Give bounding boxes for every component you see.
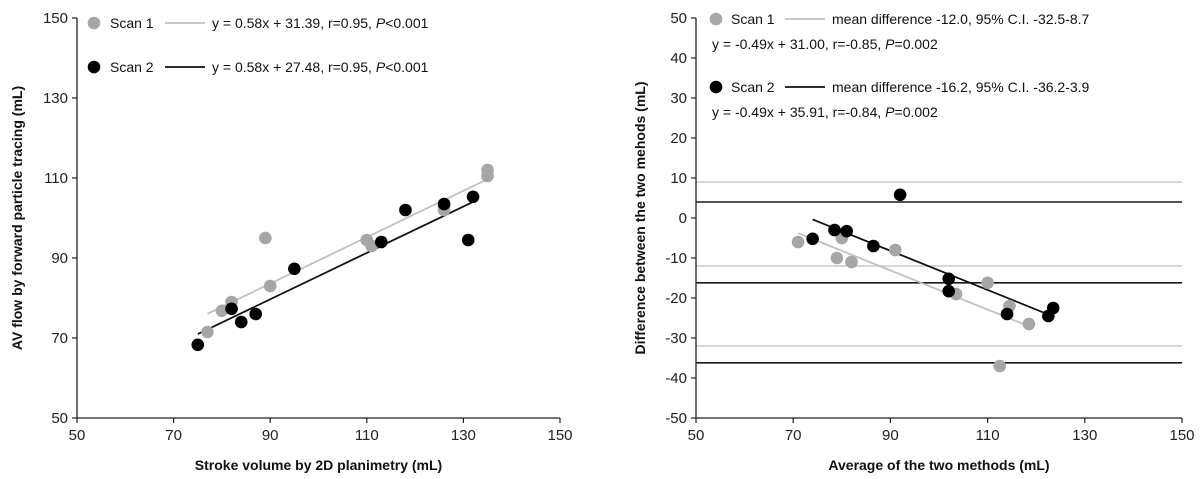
right-scan2-trend-line bbox=[812, 218, 1054, 318]
right-scan1-point bbox=[888, 243, 902, 257]
left-y-tick-label: 50 bbox=[51, 410, 68, 427]
right-y-tick-label: -20 bbox=[665, 290, 687, 307]
right-y-tick-label: 0 bbox=[679, 210, 687, 227]
left-scan2-point bbox=[249, 307, 263, 321]
left-legend-scan2-label: Scan 2 bbox=[110, 59, 154, 75]
right-scan2-point bbox=[942, 284, 956, 298]
left-y-tick-label: 70 bbox=[51, 330, 68, 347]
right-y-tick-label: -10 bbox=[665, 250, 687, 267]
right-y-tick-label: 50 bbox=[670, 10, 687, 27]
left-x-tick-label: 70 bbox=[165, 427, 182, 444]
right-legend-scan1-marker bbox=[709, 12, 723, 26]
right-x-tick-label: 70 bbox=[785, 427, 802, 444]
left-legend-scan1-marker bbox=[87, 16, 101, 30]
right-scan1-point bbox=[993, 359, 1007, 373]
right-y-tick-label: 20 bbox=[670, 130, 687, 147]
right-scan2-point bbox=[828, 223, 841, 237]
left-scan2-point bbox=[191, 338, 205, 352]
right-scan1-point bbox=[791, 235, 805, 249]
right-y-tick-label: -50 bbox=[665, 410, 687, 427]
left-scan2-point bbox=[234, 315, 248, 329]
chart-right-bland-altman: -50 -40 -30 -20 -10 0 10 20 30 40 50 50 70 90 110 130 15… bbox=[632, 10, 1195, 473]
right-y-tick-label: -30 bbox=[665, 330, 687, 347]
right-x-tick-label: 150 bbox=[1169, 427, 1194, 444]
left-scan2-point bbox=[225, 302, 238, 316]
right-x-tick-label: 90 bbox=[882, 427, 899, 444]
right-legend-scan2-summary: mean difference -16.2, 95% C.I. -36.2-3.… bbox=[832, 79, 1090, 95]
left-x-tick-label: 50 bbox=[69, 427, 86, 444]
left-scan2-point bbox=[466, 190, 480, 204]
right-x-tick-label: 130 bbox=[1072, 427, 1097, 444]
left-scan2-point bbox=[374, 235, 388, 249]
right-y-tick-label: 30 bbox=[670, 90, 687, 107]
right-y-tick-label: -40 bbox=[665, 370, 687, 387]
left-y-tick-label: 110 bbox=[44, 170, 68, 187]
left-scan1-point bbox=[481, 169, 494, 183]
left-y-tick-label: 130 bbox=[43, 90, 68, 107]
left-scan1-regression-equation: y = 0.58x + 31.39, r=0.95, P<0.001 bbox=[212, 15, 429, 31]
right-x-tick-label: 50 bbox=[688, 427, 705, 444]
left-scan2-regression-equation: y = 0.58x + 27.48, r=0.95, P<0.001 bbox=[212, 59, 429, 75]
right-scan2-point bbox=[806, 232, 819, 246]
right-scan2-point bbox=[867, 239, 880, 253]
right-x-tick-label: 110 bbox=[976, 427, 1000, 444]
right-scan2-point bbox=[893, 188, 907, 202]
right-scan2-point bbox=[840, 224, 853, 238]
left-legend-scan1-label: Scan 1 bbox=[110, 15, 154, 31]
left-scan1-point bbox=[365, 239, 378, 253]
left-y-axis-title: AV flow by forward particle tracing (mL) bbox=[9, 86, 25, 350]
left-scan1-point bbox=[201, 325, 214, 339]
left-scan1-point bbox=[259, 231, 272, 245]
left-scan2-point bbox=[437, 197, 451, 211]
chart-left-scatter: 50 70 90 110 130 150 50 70 90 110 130 150 Stroke vol… bbox=[9, 10, 573, 473]
left-x-tick-label: 130 bbox=[451, 427, 476, 444]
right-scan2-point bbox=[942, 272, 956, 286]
left-x-axis-title: Stroke volume by 2D planimetry (mL) bbox=[195, 457, 442, 473]
right-scan1-point bbox=[981, 276, 994, 290]
left-scan1-point bbox=[263, 279, 277, 293]
right-legend-scan2-label: Scan 2 bbox=[731, 79, 775, 95]
left-scan2-trend-line bbox=[197, 198, 479, 335]
left-y-tick-label: 90 bbox=[51, 250, 68, 267]
right-scan1-point bbox=[830, 251, 844, 265]
right-scan2-point bbox=[1000, 307, 1014, 321]
right-y-axis-title: Difference between the two mehods (mL) bbox=[632, 81, 648, 354]
right-legend-scan1-label: Scan 1 bbox=[731, 11, 775, 27]
right-legend-scan1-summary: mean difference -12.0, 95% C.I. -32.5-8.… bbox=[832, 11, 1090, 27]
left-scan1-point bbox=[215, 304, 229, 318]
right-y-tick-label: 10 bbox=[670, 170, 687, 187]
left-x-tick-label: 150 bbox=[547, 427, 572, 444]
right-scan1-regression-equation: y = -0.49x + 31.00, r=-0.85, P=0.002 bbox=[712, 36, 938, 52]
left-scan2-point bbox=[288, 262, 301, 276]
left-scan2-point bbox=[399, 203, 412, 217]
left-x-tick-label: 90 bbox=[262, 427, 279, 444]
right-x-axis-title: Average of the two methods (mL) bbox=[828, 457, 1049, 473]
left-x-tick-label: 110 bbox=[355, 427, 379, 444]
left-scan2-point bbox=[461, 233, 475, 247]
left-legend-scan2-marker bbox=[87, 60, 101, 74]
right-scan2-regression-equation: y = -0.49x + 35.91, r=-0.84, P=0.002 bbox=[712, 104, 938, 120]
left-y-tick-label: 150 bbox=[43, 10, 68, 27]
right-scan2-point bbox=[1046, 301, 1060, 315]
right-scan1-point bbox=[845, 255, 858, 269]
right-scan1-point bbox=[1022, 317, 1036, 331]
right-y-tick-label: 40 bbox=[670, 50, 687, 67]
right-legend-scan2-marker bbox=[709, 80, 723, 94]
right-scan1-trend-line bbox=[797, 232, 1030, 328]
